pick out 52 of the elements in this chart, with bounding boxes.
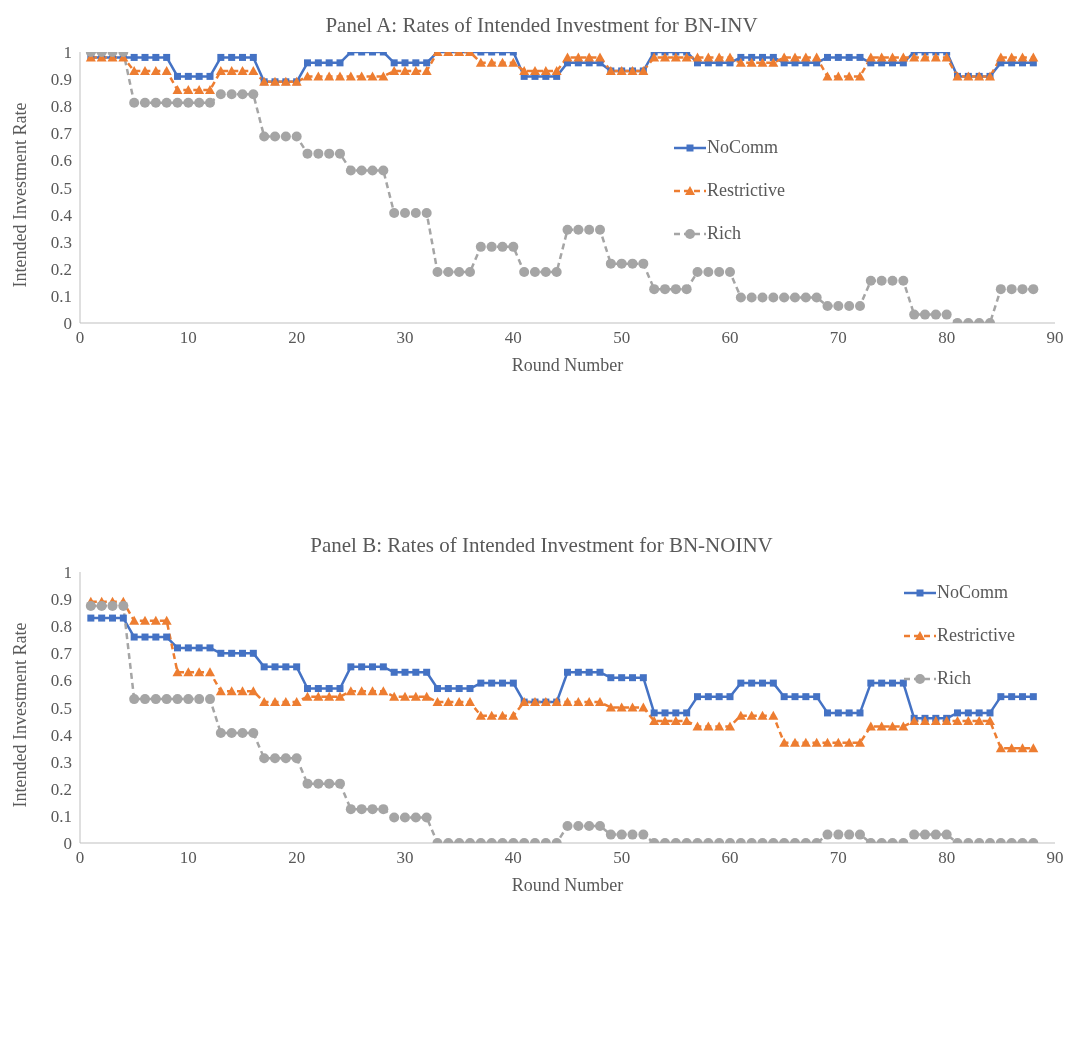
y-tick-label: 0	[63, 834, 72, 854]
y-tick-label: 0.3	[50, 752, 72, 772]
legend-label: NoComm	[707, 137, 779, 158]
y-tick-label: 0.3	[50, 232, 72, 252]
x-tick-label: 40	[504, 328, 522, 348]
x-tick-label: 20	[288, 848, 306, 868]
y-tick-label: 0.8	[50, 617, 72, 637]
legend-label: NoComm	[937, 582, 1009, 603]
y-axis-title: Intended Investment Rate	[10, 622, 31, 808]
x-tick-label: 50	[613, 848, 631, 868]
y-tick-label: 0.9	[50, 70, 72, 90]
y-tick-label: 0	[63, 314, 72, 334]
x-tick-label: 80	[938, 328, 956, 348]
x-axis-title: Round Number	[511, 355, 624, 375]
x-tick-label: 60	[721, 848, 739, 868]
chart-title: Panel A: Rates of Intended Investment for BN-INV	[324, 12, 759, 39]
legend-label: Restrictive	[707, 180, 785, 201]
y-tick-label: 1	[63, 43, 72, 63]
y-tick-label: 0.2	[50, 259, 72, 279]
x-tick-label: 30	[396, 328, 414, 348]
legend-label: Rich	[707, 223, 742, 244]
x-tick-label: 70	[829, 328, 847, 348]
chart-title: Panel B: Rates of Intended Investment for BN-NOINV	[309, 532, 774, 559]
y-tick-label: 0.4	[50, 205, 73, 225]
y-tick-label: 0.7	[50, 644, 73, 664]
x-tick-label: 10	[179, 848, 197, 868]
y-tick-label: 0.6	[50, 151, 72, 171]
x-tick-label: 60	[721, 328, 739, 348]
x-tick-label: 10	[179, 328, 197, 348]
y-tick-label: 0.2	[50, 779, 72, 799]
x-axis-title: Round Number	[511, 875, 624, 895]
legend-label: Restrictive	[937, 625, 1015, 646]
y-tick-label: 0.4	[50, 725, 73, 745]
y-tick-label: 0.7	[50, 124, 73, 144]
x-tick-label: 90	[1046, 328, 1064, 348]
y-tick-label: 0.1	[50, 286, 72, 306]
x-tick-label: 80	[938, 848, 956, 868]
y-axis-title: Intended Investment Rate	[10, 102, 31, 288]
y-tick-label: 0.1	[50, 806, 72, 826]
y-tick-label: 0.9	[50, 590, 72, 610]
legend-label: Rich	[937, 668, 972, 689]
y-tick-label: 0.6	[50, 671, 72, 691]
y-tick-label: 0.5	[50, 178, 72, 198]
y-tick-label: 1	[63, 563, 72, 583]
x-tick-label: 50	[613, 328, 631, 348]
x-tick-label: 70	[829, 848, 847, 868]
y-tick-label: 0.8	[50, 97, 72, 117]
x-tick-label: 30	[396, 848, 414, 868]
x-tick-label: 40	[504, 848, 522, 868]
x-tick-label: 90	[1046, 848, 1064, 868]
x-tick-label: 20	[288, 328, 306, 348]
y-tick-label: 0.5	[50, 698, 72, 718]
